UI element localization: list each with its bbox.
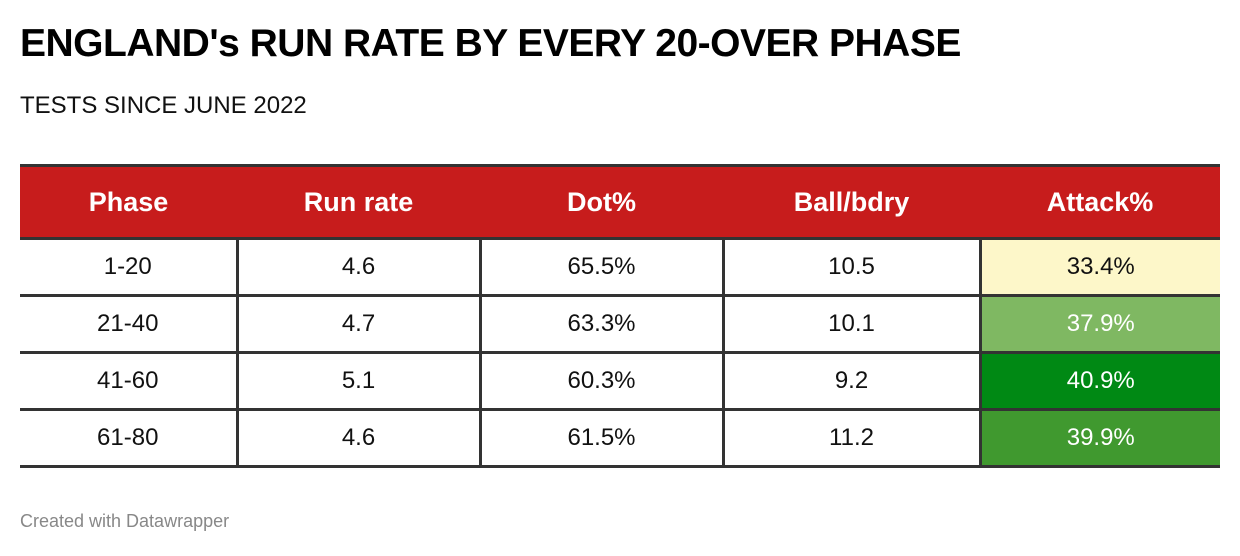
column-header[interactable]: Run rate: [237, 164, 480, 240]
table-row: 21-40 4.7 63.3% 10.1 37.9%: [20, 295, 1220, 354]
chart-subtitle: TESTS SINCE JUNE 2022: [20, 92, 307, 119]
table-row: 61-80 4.6 61.5% 11.2 39.9%: [20, 409, 1220, 468]
column-header[interactable]: Attack%: [980, 164, 1220, 240]
table-cell: 41-60: [20, 352, 237, 411]
table-cell: 9.2: [721, 352, 980, 411]
table-cell: 61-80: [20, 409, 237, 468]
header-row: Phase Run rate Dot% Ball/bdry Attack%: [20, 164, 1220, 240]
table-cell: 39.9%: [978, 409, 1220, 468]
table-cell: 40.9%: [978, 352, 1220, 411]
column-header[interactable]: Dot%: [480, 164, 723, 240]
table-cell: 37.9%: [978, 295, 1220, 354]
table-cell: 4.6: [235, 409, 480, 468]
data-table: Phase Run rate Dot% Ball/bdry Attack% 1-…: [20, 164, 1220, 468]
table-cell: 10.1: [721, 295, 980, 354]
table-cell: 11.2: [721, 409, 980, 468]
table-row: 1-20 4.6 65.5% 10.5 33.4%: [20, 238, 1220, 297]
table-cell: 33.4%: [978, 238, 1220, 297]
table-cell: 1-20: [20, 238, 237, 297]
footer-credit: Created with Datawrapper: [20, 511, 230, 531]
table-cell: 63.3%: [478, 295, 723, 354]
table-cell: 21-40: [20, 295, 237, 354]
table-cell: 4.6: [235, 238, 480, 297]
table-cell: 60.3%: [478, 352, 723, 411]
chart-title: ENGLAND's RUN RATE BY EVERY 20-OVER PHAS…: [20, 22, 961, 65]
table-cell: 61.5%: [478, 409, 723, 468]
table-row: 41-60 5.1 60.3% 9.2 40.9%: [20, 352, 1220, 411]
table-cell: 65.5%: [478, 238, 723, 297]
column-header[interactable]: Phase: [20, 164, 237, 240]
table-cell: 10.5: [721, 238, 980, 297]
table-cell: 5.1: [235, 352, 480, 411]
table-cell: 4.7: [235, 295, 480, 354]
column-header[interactable]: Ball/bdry: [723, 164, 980, 240]
